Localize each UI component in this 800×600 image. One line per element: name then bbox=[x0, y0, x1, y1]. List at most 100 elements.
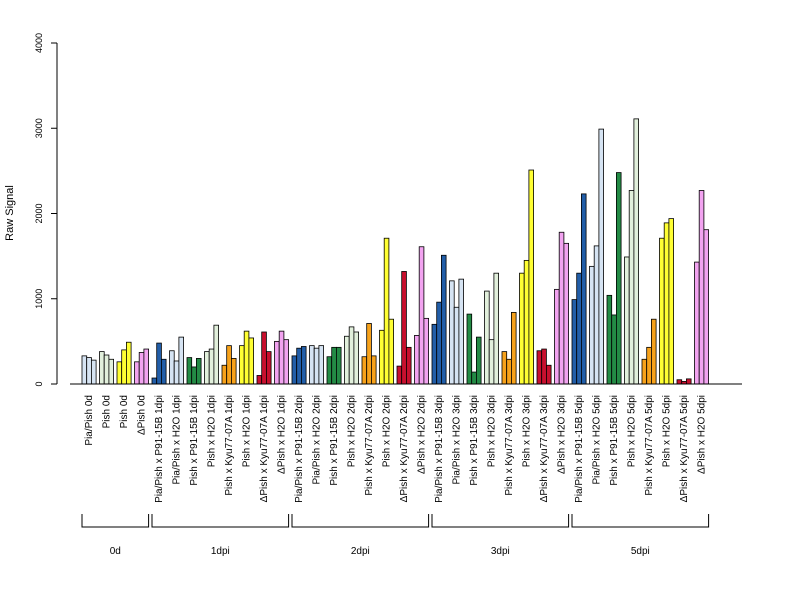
bar bbox=[453, 306, 460, 385]
bar bbox=[581, 193, 587, 385]
bar bbox=[471, 371, 477, 385]
group-bracket bbox=[291, 514, 430, 528]
bar bbox=[484, 290, 490, 385]
x-tick-label: Pish x Kyu77-07A 3dpi bbox=[504, 395, 515, 496]
bar bbox=[204, 351, 210, 385]
bar bbox=[694, 261, 700, 385]
group-label: 1dpi bbox=[211, 546, 230, 557]
bar bbox=[230, 358, 237, 385]
x-tick-label: Pish x H2O 1dpi bbox=[242, 395, 253, 467]
bar bbox=[598, 128, 605, 385]
bar bbox=[121, 349, 127, 385]
x-tick-label: Pish x P91-15B 1dpi bbox=[189, 395, 200, 486]
bar bbox=[633, 118, 640, 385]
bar bbox=[309, 345, 315, 385]
bar bbox=[256, 375, 263, 385]
group-label: 5dpi bbox=[631, 546, 650, 557]
bar bbox=[370, 355, 377, 385]
bar bbox=[606, 294, 613, 385]
bar bbox=[116, 361, 123, 385]
bar bbox=[86, 357, 92, 385]
x-tick-label: Pia/Pish x H2O 5dpi bbox=[592, 395, 603, 485]
bar bbox=[611, 314, 617, 385]
bar bbox=[143, 348, 149, 385]
x-tick-label: ΔPish x Kyu77-07A 1dpi bbox=[259, 395, 270, 502]
bar bbox=[248, 337, 254, 385]
x-tick-label: Pish x H2O 5dpi bbox=[627, 395, 638, 467]
bar bbox=[103, 354, 110, 385]
bar bbox=[668, 218, 675, 385]
bar bbox=[379, 329, 385, 385]
bar bbox=[659, 237, 665, 385]
y-tick-label: 4000 bbox=[34, 33, 44, 53]
bar bbox=[646, 346, 652, 385]
bar bbox=[616, 172, 622, 385]
bar bbox=[449, 280, 455, 385]
bar bbox=[571, 299, 578, 385]
bar bbox=[383, 237, 390, 385]
bar bbox=[353, 331, 359, 385]
x-tick-label: Pish x P91-15B 2dpi bbox=[329, 395, 340, 486]
x-tick-label: ΔPish x Kyu77-07A 5dpi bbox=[679, 395, 690, 502]
bar bbox=[698, 190, 705, 385]
bar bbox=[523, 259, 530, 385]
bar bbox=[291, 355, 298, 385]
x-tick-label: Pia/Pish x H2O 1dpi bbox=[172, 395, 183, 485]
bar bbox=[418, 246, 425, 385]
bar bbox=[506, 358, 512, 385]
x-tick-label: Pish x H2O 3dpi bbox=[487, 395, 498, 467]
bar bbox=[296, 347, 302, 385]
bars bbox=[81, 118, 710, 385]
bar bbox=[213, 324, 219, 385]
bar bbox=[278, 330, 285, 385]
x-tick-label: Pia/Pish x H2O 3dpi bbox=[452, 395, 463, 485]
bar bbox=[91, 359, 97, 385]
bar bbox=[519, 272, 525, 385]
bar bbox=[344, 335, 350, 385]
bar bbox=[134, 361, 140, 385]
group-bracket bbox=[81, 514, 150, 528]
x-tick-label: Pish x Kyu77-07A 5dpi bbox=[644, 395, 655, 496]
bar bbox=[396, 365, 403, 385]
y-tick-label: 1000 bbox=[34, 289, 44, 309]
x-tick-label: Pish x H2O 5dpi bbox=[662, 395, 673, 467]
bar bbox=[593, 245, 600, 385]
x-tick-label: ΔPish x Kyu77-07A 2dpi bbox=[399, 395, 410, 502]
bar bbox=[423, 317, 429, 385]
bar bbox=[510, 311, 517, 385]
x-tick-label: Pia/Pish x H2O 2dpi bbox=[312, 395, 323, 485]
bar bbox=[414, 335, 420, 385]
bar bbox=[239, 345, 245, 385]
bar bbox=[173, 360, 180, 385]
bar bbox=[261, 331, 267, 385]
bar bbox=[156, 342, 162, 385]
x-tick-label: Pish 0d bbox=[102, 395, 113, 428]
y-axis: 0 1000 2000 3000 4000 bbox=[34, 33, 58, 387]
x-tick-label: Pish x H2O 2dpi bbox=[347, 395, 358, 467]
bar bbox=[243, 330, 250, 385]
bar bbox=[81, 355, 88, 385]
x-tick-label: ΔPish x H2O 5dpi bbox=[697, 395, 708, 474]
x-tick-label: Pish x P91-15B 5dpi bbox=[609, 395, 620, 486]
bar bbox=[493, 272, 499, 385]
bar bbox=[663, 222, 670, 385]
bar bbox=[624, 256, 630, 385]
bar bbox=[191, 366, 197, 385]
bar bbox=[488, 339, 495, 385]
x-tick-label: Pish x P91-15B 3dpi bbox=[469, 395, 480, 486]
x-tick-label: ΔPish x H2O 2dpi bbox=[417, 395, 428, 474]
x-tick-label: Pish x H2O 2dpi bbox=[382, 395, 393, 467]
bar bbox=[300, 346, 307, 385]
group-label: 2dpi bbox=[351, 546, 370, 557]
x-tick-label: ΔPish x Kyu77-07A 3dpi bbox=[539, 395, 550, 502]
bar bbox=[186, 357, 193, 385]
group-label: 0d bbox=[110, 546, 121, 557]
bar bbox=[361, 356, 368, 385]
bar bbox=[554, 288, 560, 385]
bar bbox=[546, 364, 552, 385]
bar bbox=[405, 346, 412, 385]
bar bbox=[160, 358, 167, 385]
bar bbox=[335, 346, 342, 385]
group-brackets: 0d 1dpi 2dpi 3dpi 5dpi bbox=[81, 514, 710, 557]
